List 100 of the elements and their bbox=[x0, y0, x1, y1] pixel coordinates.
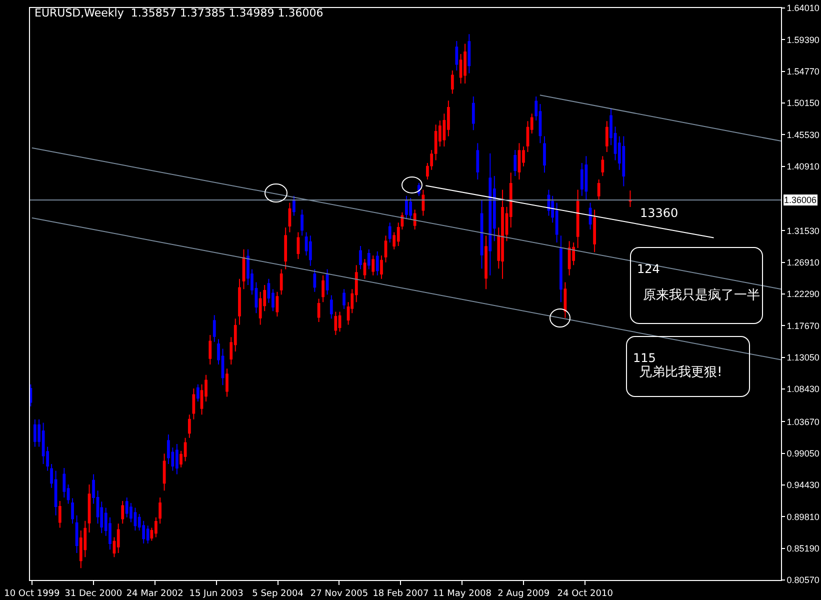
candlestick bbox=[622, 136, 626, 187]
candlestick bbox=[242, 248, 246, 290]
candlestick bbox=[568, 240, 571, 276]
candlestick bbox=[308, 235, 312, 266]
x-tick-label: 27 Nov 2005 bbox=[310, 588, 368, 599]
candlestick bbox=[464, 43, 466, 84]
candlestick bbox=[334, 311, 338, 336]
x-tick-label: 11 May 2008 bbox=[432, 588, 492, 599]
candlestick bbox=[413, 209, 416, 230]
candlestick bbox=[605, 120, 608, 153]
annotation: 124 原来我只是疯了一半 bbox=[637, 262, 760, 304]
x-tick-label: 31 Dec 2000 bbox=[64, 588, 122, 599]
y-tick-label: 1.26910 bbox=[786, 257, 820, 268]
candlestick bbox=[628, 190, 632, 208]
candlestick bbox=[488, 152, 492, 276]
candlestick bbox=[376, 250, 379, 276]
y-tick-label: 0.99050 bbox=[786, 448, 820, 458]
y-tick-label: 1.13050 bbox=[786, 352, 820, 362]
candlestick bbox=[476, 142, 480, 180]
x-tick-label: 18 Feb 2007 bbox=[372, 588, 429, 599]
candlestick bbox=[30, 384, 32, 407]
candlestick bbox=[292, 195, 296, 216]
rounded-box: 124 原来我只是疯了一半 bbox=[630, 247, 763, 324]
candlestick bbox=[34, 418, 36, 448]
candlestick bbox=[384, 235, 388, 263]
candlestick bbox=[468, 34, 471, 74]
candlestick bbox=[480, 200, 484, 270]
candlestick bbox=[146, 525, 150, 544]
candlestick bbox=[576, 189, 580, 248]
y-tick-label: 1.03670 bbox=[786, 416, 820, 427]
y-tick-label: 1.40910 bbox=[786, 162, 820, 172]
candlestick bbox=[162, 453, 166, 492]
x-tick-label: 24 Mar 2002 bbox=[126, 588, 184, 599]
candlestick bbox=[192, 388, 196, 420]
chart-title: EURUSD,Weekly 1.35857 1.37385 1.34989 1.36006 bbox=[34, 6, 324, 20]
annotation: 13360 bbox=[640, 206, 678, 220]
y-tick-label: 1.59390 bbox=[786, 34, 820, 45]
y-tick-label: 1.54770 bbox=[786, 66, 820, 76]
y-tick-label: 1.45530 bbox=[786, 130, 820, 140]
x-tick-label: 10 Oct 1999 bbox=[4, 588, 60, 599]
candlestick bbox=[300, 209, 304, 236]
candlestick bbox=[388, 222, 392, 244]
candlestick bbox=[330, 294, 333, 320]
y-tick-label: 1.50150 bbox=[786, 98, 820, 108]
candlestick bbox=[158, 497, 162, 524]
x-tick-label: 24 Oct 2010 bbox=[557, 588, 614, 599]
candlestick bbox=[317, 298, 320, 323]
candlestick bbox=[588, 202, 592, 230]
candlestick bbox=[518, 142, 521, 180]
candlestick bbox=[601, 156, 604, 177]
candlestick bbox=[367, 248, 370, 270]
candlestick bbox=[342, 288, 346, 310]
candlestick bbox=[71, 498, 74, 524]
candlestick bbox=[322, 274, 324, 303]
y-tick-label: 0.89810 bbox=[786, 512, 820, 522]
candlestick bbox=[238, 278, 241, 326]
candlestick bbox=[208, 334, 212, 366]
y-tick-label: 0.85190 bbox=[786, 543, 820, 554]
candlestick bbox=[484, 235, 488, 290]
candlestick bbox=[422, 189, 425, 216]
y-tick-label: 1.08430 bbox=[786, 384, 820, 394]
y-tick-label: 1.22290 bbox=[786, 289, 820, 300]
candlestick bbox=[405, 195, 408, 220]
candlestick bbox=[363, 258, 366, 280]
candlestick bbox=[175, 444, 178, 475]
candlestick bbox=[280, 268, 283, 296]
candlestick bbox=[472, 96, 475, 131]
candlestick bbox=[426, 162, 429, 180]
candlestick bbox=[134, 507, 137, 531]
candlestick bbox=[584, 156, 588, 201]
candlestick bbox=[296, 232, 300, 260]
candlestick bbox=[560, 235, 562, 303]
candlestick bbox=[338, 311, 342, 332]
candlestick bbox=[75, 514, 78, 554]
y-tick-label: 1.31530 bbox=[786, 226, 820, 236]
candlestick bbox=[288, 202, 292, 233]
candlestick bbox=[501, 189, 504, 280]
y-tick-label: 0.94430 bbox=[786, 480, 820, 490]
ref-line-label: 1.36006 bbox=[784, 195, 817, 205]
candlestick bbox=[380, 255, 383, 280]
candlestick bbox=[196, 384, 200, 402]
candlestick bbox=[58, 500, 62, 528]
x-tick-label: 5 Sep 2004 bbox=[252, 588, 304, 599]
candlestick bbox=[359, 245, 362, 270]
candlestick bbox=[88, 484, 91, 533]
y-tick-label: 0.80570 bbox=[786, 575, 820, 586]
y-tick-label: 1.64010 bbox=[786, 3, 820, 14]
rounded-box: 115 兄弟比我更狠! bbox=[626, 336, 750, 397]
candlestick bbox=[212, 314, 216, 342]
y-tick-label: 1.17670 bbox=[786, 320, 820, 331]
candlestick bbox=[543, 136, 546, 174]
candlestick bbox=[597, 178, 600, 201]
candlestick bbox=[125, 497, 128, 518]
candlestick bbox=[226, 368, 228, 398]
candlestick bbox=[116, 523, 120, 554]
candlestick bbox=[593, 209, 596, 253]
candlestick bbox=[154, 516, 158, 538]
candlestick bbox=[514, 149, 517, 177]
candlestick bbox=[409, 197, 412, 220]
candlestick bbox=[276, 291, 279, 318]
